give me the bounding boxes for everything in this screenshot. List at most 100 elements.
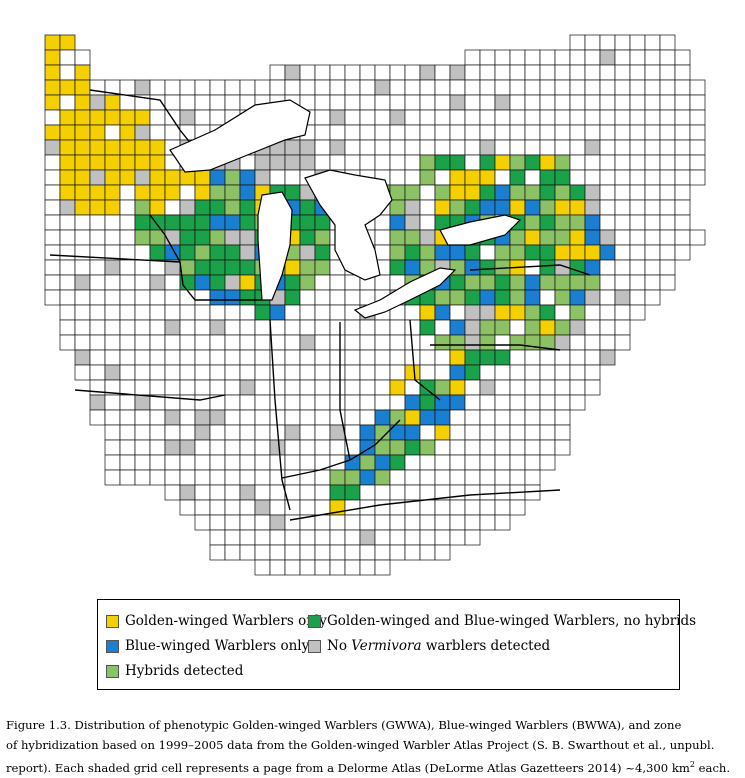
atlas-grid-cell xyxy=(464,184,481,201)
atlas-grid-cell xyxy=(239,469,256,486)
atlas-grid-cell xyxy=(524,154,541,171)
legend-item-golden-only: Golden-winged Warblers only xyxy=(106,613,327,629)
atlas-grid-cell xyxy=(629,289,646,306)
atlas-grid-cell xyxy=(209,169,226,186)
atlas-grid-cell xyxy=(134,319,151,336)
atlas-grid-cell xyxy=(209,529,226,546)
atlas-grid-cell xyxy=(464,244,481,261)
atlas-grid-cell xyxy=(389,214,406,231)
atlas-grid-cell xyxy=(419,64,436,81)
atlas-grid-cell xyxy=(269,169,286,186)
atlas-grid-cell xyxy=(389,469,406,486)
atlas-grid-cell xyxy=(584,259,601,276)
atlas-grid-cell xyxy=(674,109,691,126)
atlas-grid-cell xyxy=(614,319,631,336)
atlas-grid-cell xyxy=(194,409,211,426)
atlas-grid-cell xyxy=(599,229,616,246)
atlas-grid-cell xyxy=(164,79,181,96)
atlas-grid-cell xyxy=(509,469,526,486)
atlas-grid-cell xyxy=(569,319,586,336)
atlas-grid-cell xyxy=(194,244,211,261)
atlas-grid-cell xyxy=(374,499,391,516)
atlas-grid-cell xyxy=(74,304,91,321)
atlas-grid-cell xyxy=(74,79,91,96)
atlas-grid-cell xyxy=(284,394,301,411)
atlas-grid-cell xyxy=(239,364,256,381)
atlas-grid-cell xyxy=(359,79,376,96)
atlas-grid-cell xyxy=(74,64,91,81)
atlas-grid-cell xyxy=(329,319,346,336)
atlas-grid-cell xyxy=(299,139,316,156)
atlas-grid-cell xyxy=(299,409,316,426)
atlas-grid-cell xyxy=(539,244,556,261)
atlas-grid-cell xyxy=(134,139,151,156)
legend-swatch-both-no-hybrids xyxy=(308,614,321,628)
atlas-grid-cell xyxy=(149,379,166,396)
atlas-grid-cell xyxy=(299,439,316,456)
atlas-grid-cell xyxy=(599,109,616,126)
atlas-grid-cell xyxy=(599,139,616,156)
atlas-grid-cell xyxy=(449,199,466,216)
atlas-grid-cell xyxy=(134,124,151,141)
atlas-grid-cell xyxy=(299,334,316,351)
atlas-grid-cell xyxy=(374,109,391,126)
atlas-grid-cell xyxy=(149,109,166,126)
atlas-grid-cell xyxy=(119,184,136,201)
atlas-grid-cell xyxy=(179,109,196,126)
atlas-grid-cell xyxy=(494,94,511,111)
atlas-grid-cell xyxy=(284,289,301,306)
atlas-grid-cell xyxy=(374,154,391,171)
atlas-grid-cell xyxy=(614,274,631,291)
atlas-grid-cell xyxy=(419,304,436,321)
atlas-grid-cell xyxy=(74,244,91,261)
atlas-grid-cell xyxy=(344,334,361,351)
atlas-grid-cell xyxy=(284,334,301,351)
atlas-grid-cell xyxy=(509,349,526,366)
atlas-grid-cell xyxy=(449,274,466,291)
atlas-grid-cell xyxy=(299,289,316,306)
atlas-grid-cell xyxy=(464,49,481,66)
atlas-grid-cell xyxy=(584,94,601,111)
atlas-grid-cell xyxy=(104,319,121,336)
atlas-grid-cell xyxy=(194,109,211,126)
atlas-grid-cell xyxy=(299,394,316,411)
atlas-grid-cell xyxy=(389,94,406,111)
atlas-grid-cell xyxy=(404,364,421,381)
atlas-grid-cell xyxy=(119,199,136,216)
atlas-grid-cell xyxy=(464,139,481,156)
atlas-grid-cell xyxy=(569,289,586,306)
atlas-grid-cell xyxy=(149,139,166,156)
atlas-grid-cell xyxy=(404,169,421,186)
atlas-grid-cell xyxy=(359,379,376,396)
atlas-grid-cell xyxy=(239,349,256,366)
atlas-grid-cell xyxy=(524,79,541,96)
atlas-grid-cell xyxy=(539,364,556,381)
atlas-grid-cell xyxy=(689,169,706,186)
atlas-grid-cell xyxy=(194,439,211,456)
atlas-grid-cell xyxy=(149,124,166,141)
atlas-grid-cell xyxy=(254,334,271,351)
atlas-grid-cell xyxy=(119,364,136,381)
atlas-grid-cell xyxy=(419,94,436,111)
atlas-grid-cell xyxy=(374,379,391,396)
atlas-grid-cell xyxy=(209,184,226,201)
atlas-grid-cell xyxy=(194,319,211,336)
atlas-grid-cell xyxy=(419,409,436,426)
atlas-grid-cell xyxy=(659,244,676,261)
atlas-grid-cell xyxy=(134,244,151,261)
atlas-grid-cell xyxy=(74,94,91,111)
atlas-grid-cell xyxy=(164,274,181,291)
atlas-grid-cell xyxy=(584,289,601,306)
atlas-grid-cell xyxy=(629,49,646,66)
atlas-grid-cell xyxy=(104,169,121,186)
atlas-grid-cell xyxy=(359,544,376,561)
atlas-grid-cell xyxy=(89,304,106,321)
atlas-grid-cell xyxy=(524,109,541,126)
atlas-grid-cell xyxy=(449,454,466,471)
atlas-grid-cell xyxy=(509,499,526,516)
atlas-grid-cell xyxy=(434,199,451,216)
atlas-grid-cell xyxy=(44,64,61,81)
atlas-grid-cell xyxy=(644,79,661,96)
atlas-grid-cell xyxy=(599,34,616,51)
atlas-grid-cell xyxy=(44,214,61,231)
